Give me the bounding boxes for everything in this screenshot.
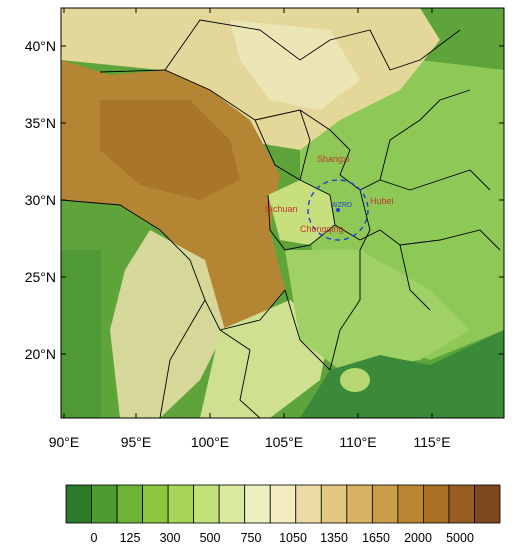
colorbar-label: 300: [160, 531, 181, 545]
colorbar-swatch: [91, 484, 118, 524]
colorbar-swatch: [116, 484, 143, 524]
lon-label-115: 115°E: [413, 434, 450, 450]
radar-site-marker: [336, 208, 340, 212]
elevation-colorbar: [65, 484, 501, 524]
place-label-shangxi: Shangxi: [317, 154, 350, 164]
lon-label-100: 100°E: [191, 434, 229, 450]
colorbar-swatch: [474, 484, 501, 524]
colorbar-swatch: [218, 484, 246, 524]
colorbar-swatch: [142, 484, 169, 524]
lat-label-20: 20°N: [25, 346, 56, 362]
colorbar-swatch: [346, 484, 373, 524]
colorbar-swatch: [423, 484, 450, 524]
colorbar-swatch: [193, 484, 220, 524]
lat-label-25: 25°N: [25, 269, 56, 285]
colorbar-label: 750: [241, 531, 262, 545]
lon-label-95: 95°E: [121, 434, 152, 450]
colorbar-label: 0: [91, 531, 98, 545]
boundary-lines: [61, 19, 501, 418]
colorbar-label: 500: [200, 531, 221, 545]
colorbar-labels: 0 125 300 500 750 1050 1350 1650 2000 50…: [91, 531, 474, 545]
place-label-hubei: Hubei: [370, 196, 394, 206]
lat-label-30: 30°N: [25, 192, 56, 208]
colorbar-swatch: [269, 484, 297, 524]
lat-axis: 40°N 35°N 30°N 25°N 20°N: [25, 38, 504, 362]
colorbar-label: 1350: [320, 531, 348, 545]
place-label-chongqing: Chongqing: [300, 224, 344, 234]
terrain-fill: [61, 8, 504, 418]
colorbar-swatch: [397, 484, 424, 524]
lon-axis: 90°E 95°E 100°E 105°E 110°E 115°E: [49, 8, 451, 450]
place-label-sichuan: Sichuan: [265, 204, 298, 214]
colorbar-swatch: [320, 484, 348, 524]
colorbar-swatch: [295, 484, 322, 524]
radar-range-circle: [307, 179, 369, 241]
lat-label-35: 35°N: [25, 115, 56, 131]
colorbar-swatch: [167, 484, 195, 524]
lon-label-105: 105°E: [265, 434, 303, 450]
map-frame: [60, 7, 505, 419]
colorbar-swatch: [448, 484, 475, 524]
colorbar-label: 2000: [404, 531, 432, 545]
site-label-wzrd: WZRD: [331, 202, 352, 209]
lon-label-110: 110°E: [339, 434, 376, 450]
colorbar-label: 5000: [446, 531, 474, 545]
colorbar-label: 1650: [362, 531, 390, 545]
colorbar-label: 1050: [279, 531, 307, 545]
colorbar-label: 125: [120, 531, 141, 545]
lat-label-40: 40°N: [25, 38, 56, 54]
lon-label-90: 90°E: [49, 434, 80, 450]
colorbar-swatch: [65, 484, 92, 524]
colorbar-swatch: [371, 484, 399, 524]
colorbar-swatch: [244, 484, 271, 524]
